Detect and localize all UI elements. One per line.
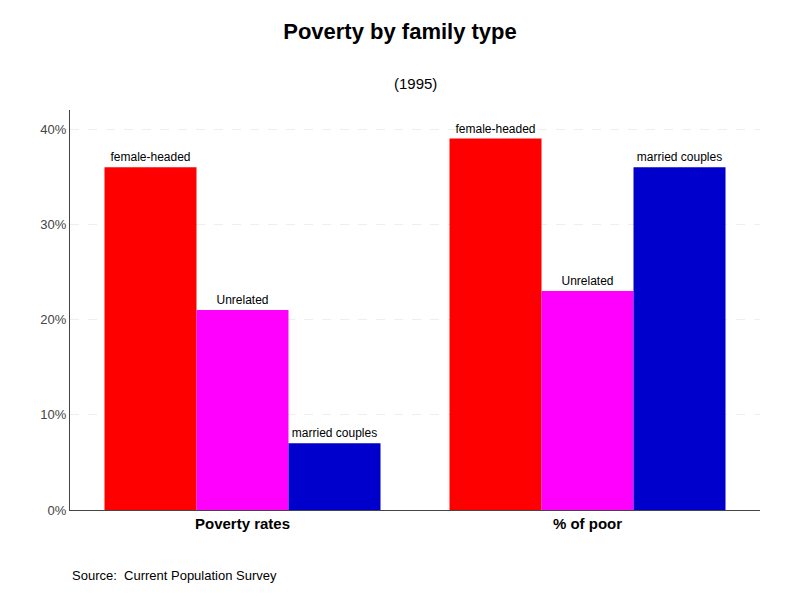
svg-text:10%: 10%	[40, 407, 66, 422]
svg-text:married couples: married couples	[292, 426, 377, 440]
svg-text:female-headed: female-headed	[455, 122, 535, 136]
svg-text:20%: 20%	[40, 312, 66, 327]
svg-text:Poverty rates: Poverty rates	[195, 515, 290, 532]
svg-text:(1995): (1995)	[394, 75, 437, 92]
svg-text:% of poor: % of poor	[553, 515, 622, 532]
svg-text:40%: 40%	[40, 122, 66, 137]
svg-text:30%: 30%	[40, 217, 66, 232]
svg-text:Unrelated: Unrelated	[561, 274, 613, 288]
svg-text:Source: Current Population Su: Source: Current Population Survey	[72, 568, 277, 583]
svg-text:0%: 0%	[48, 503, 67, 518]
svg-text:married couples: married couples	[637, 150, 722, 164]
svg-text:Unrelated: Unrelated	[216, 293, 268, 307]
svg-text:Poverty by family type: Poverty by family type	[283, 19, 517, 44]
svg-text:female-headed: female-headed	[110, 150, 190, 164]
